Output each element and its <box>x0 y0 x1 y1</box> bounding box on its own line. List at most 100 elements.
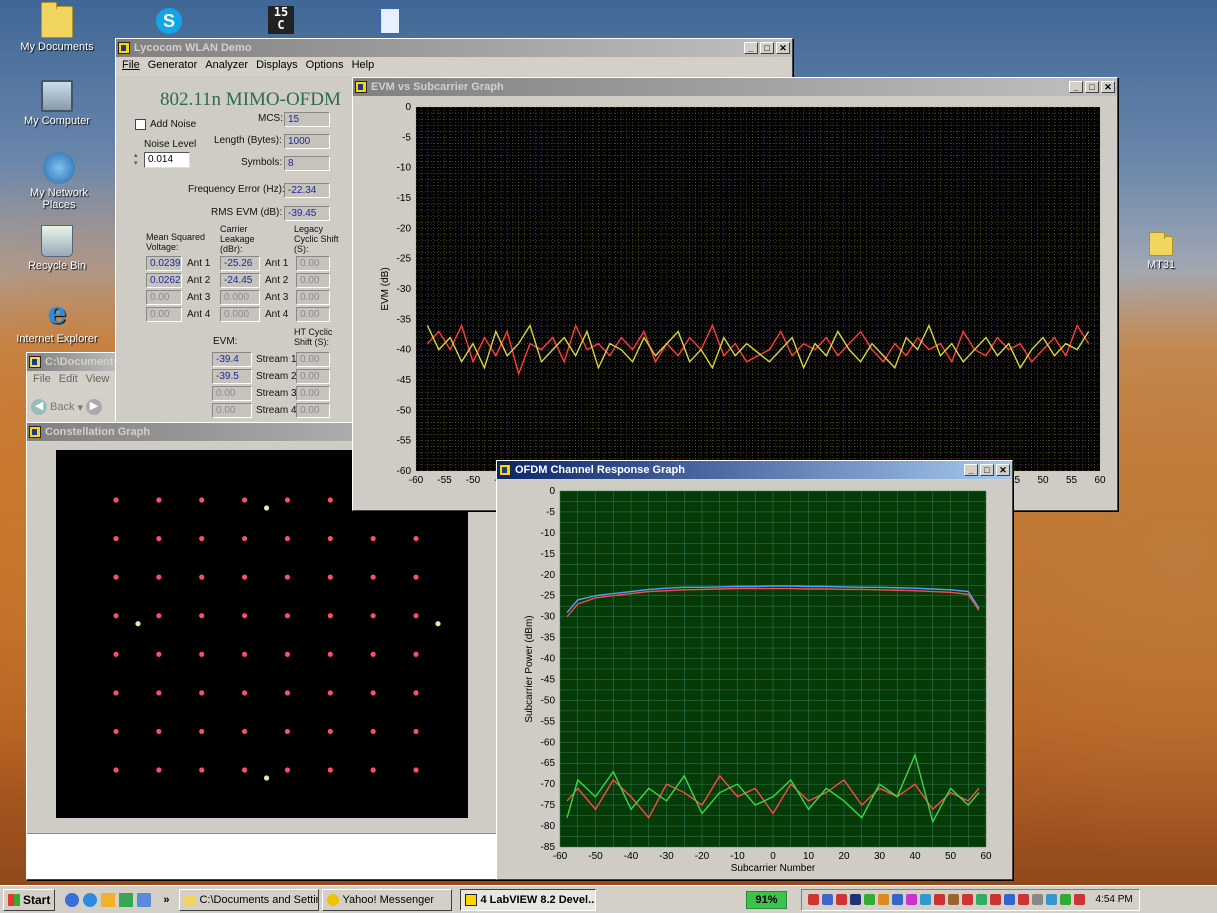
noise-level-input[interactable]: 0.014 <box>144 152 190 168</box>
taskbar-item-yahoo[interactable]: Yahoo! Messenger <box>322 888 453 911</box>
constellation-point <box>156 767 162 773</box>
add-noise-checkbox[interactable] <box>135 119 146 130</box>
minimize-button[interactable]: _ <box>964 464 978 476</box>
back-button[interactable]: ◀ Back ▾ ▶ <box>31 399 102 415</box>
tray-icon[interactable] <box>863 894 875 905</box>
constellation-point <box>199 690 205 696</box>
menu-view[interactable]: View <box>85 373 110 385</box>
y-tick-label: -20 <box>397 223 412 234</box>
desktop-icon[interactable] <box>137 892 152 907</box>
tray-icon[interactable] <box>905 894 917 905</box>
battery-indicator[interactable]: 91% <box>746 890 787 909</box>
ht-shift-label: HT Cyclic Shift (S): <box>294 327 333 347</box>
menu-edit[interactable]: Edit <box>58 373 78 385</box>
volume-icon[interactable] <box>1031 894 1043 905</box>
clock-app-icon[interactable]: 15 C <box>268 6 294 34</box>
document-icon[interactable] <box>380 8 400 34</box>
explorer-window[interactable]: C:\Documents File Edit View ◀ Back ▾ ▶ <box>26 352 126 432</box>
minimize-button[interactable]: _ <box>1069 81 1083 93</box>
constellation-point <box>327 728 333 735</box>
ht-shift-stream3: 0.00 <box>296 386 330 401</box>
tray-icon[interactable] <box>1045 894 1057 905</box>
close-button[interactable]: ✕ <box>996 464 1010 476</box>
ofdm-window[interactable]: OFDM Channel Response Graph _ □ ✕ -60 -50… <box>496 460 1013 880</box>
y-tick-label: -55 <box>541 716 556 727</box>
tray-icon[interactable] <box>1059 894 1071 905</box>
tray-icon[interactable] <box>821 894 833 905</box>
evm-titlebar[interactable]: EVM vs Subcarrier Graph _ □ ✕ <box>353 78 1117 96</box>
menu-options[interactable]: Options <box>305 59 344 71</box>
y-tick-label: 0 <box>549 486 555 497</box>
maximize-button[interactable]: □ <box>1085 81 1099 93</box>
constellation-point <box>156 690 162 696</box>
y-axis-label: EVM (dB) <box>380 267 391 310</box>
tray-icon[interactable] <box>1003 894 1015 905</box>
tray-icon[interactable] <box>877 894 889 905</box>
explorer-menubar: File Edit View <box>27 371 125 387</box>
menu-displays[interactable]: Displays <box>256 59 298 71</box>
desktop-icon-mt31[interactable]: MT31 <box>1120 228 1202 271</box>
quick-launch-icon[interactable] <box>65 892 80 907</box>
forward-arrow-icon[interactable]: ▶ <box>86 399 102 415</box>
ant1-label-2: Ant 1 <box>265 258 289 269</box>
tray-icon[interactable] <box>975 894 987 905</box>
maximize-button[interactable]: □ <box>760 42 774 54</box>
close-button[interactable]: ✕ <box>1101 81 1115 93</box>
evm-window[interactable]: EVM vs Subcarrier Graph _ □ ✕ -60-55-50-… <box>352 77 1118 511</box>
back-arrow-icon: ◀ <box>31 399 47 415</box>
desktop-icon-internet-explorer[interactable]: e Internet Explorer <box>16 296 98 346</box>
constellation-point <box>199 574 205 580</box>
tray-icon[interactable] <box>989 894 1001 905</box>
noise-level-stepper[interactable]: ▴ ▾ <box>134 152 138 167</box>
tray-icon[interactable] <box>933 894 945 905</box>
skype-icon[interactable]: S <box>156 8 182 34</box>
y-tick-label: -10 <box>397 163 412 174</box>
taskbar-item-explorer[interactable]: C:\Documents and Settin... <box>179 888 320 911</box>
tray-icon[interactable] <box>919 894 931 905</box>
constellation-point <box>284 613 291 619</box>
constellation-point <box>241 767 248 773</box>
menu-file[interactable]: File <box>122 59 140 71</box>
quick-launch-chevron[interactable]: » <box>163 893 170 906</box>
menu-file[interactable]: File <box>33 373 51 385</box>
bluetooth-icon[interactable] <box>849 894 861 905</box>
ant4-label-2: Ant 4 <box>265 309 289 320</box>
evm-stream2: -39.5 <box>212 369 252 384</box>
media-icon[interactable] <box>119 892 134 907</box>
tray-icon[interactable] <box>835 894 847 905</box>
start-button[interactable]: Start <box>3 888 56 911</box>
ofdm-titlebar[interactable]: OFDM Channel Response Graph _ □ ✕ <box>497 461 1012 479</box>
taskbar-item-labview[interactable]: 4 LabVIEW 8.2 Devel... ▾ <box>460 888 597 911</box>
constellation-point <box>327 574 333 580</box>
y-tick-label: -80 <box>541 821 556 832</box>
system-tray: 4:54 PM <box>800 888 1140 911</box>
constellation-plot <box>56 450 468 818</box>
yahoo-messenger-icon <box>327 893 340 906</box>
tray-icon[interactable] <box>961 894 973 905</box>
tray-icon[interactable] <box>1073 894 1085 905</box>
close-button[interactable]: ✕ <box>776 42 790 54</box>
mcs-label: MCS: <box>258 113 283 124</box>
x-tick-label: -40 <box>624 851 639 862</box>
tray-icon[interactable] <box>947 894 959 905</box>
menu-generator[interactable]: Generator <box>147 59 198 71</box>
explorer-titlebar[interactable]: C:\Documents <box>27 353 125 371</box>
desktop-icon-network[interactable]: My Network Places <box>14 152 104 211</box>
constellation-point <box>156 497 162 503</box>
outlook-icon[interactable] <box>101 892 116 907</box>
desktop-icon-recycle-bin[interactable]: Recycle Bin <box>16 225 98 272</box>
ht-shift-stream4: 0.00 <box>296 403 330 418</box>
menu-analyzer[interactable]: Analyzer <box>205 59 249 71</box>
tray-icon[interactable] <box>807 894 819 905</box>
clock[interactable]: 4:54 PM <box>1095 894 1133 905</box>
menu-help[interactable]: Help <box>351 59 375 71</box>
desktop-icon-my-documents[interactable]: My Documents <box>16 2 98 53</box>
tray-icon[interactable] <box>1017 894 1029 905</box>
evm-label: EVM: <box>213 336 238 347</box>
tray-icon[interactable] <box>891 894 903 905</box>
desktop-icon-my-computer[interactable]: My Computer <box>16 80 98 127</box>
internet-explorer-icon[interactable] <box>83 892 98 907</box>
maximize-button[interactable]: □ <box>980 464 994 476</box>
minimize-button[interactable]: _ <box>744 42 758 54</box>
wlan-titlebar[interactable]: Lycocom WLAN Demo _ □ ✕ <box>116 39 792 57</box>
